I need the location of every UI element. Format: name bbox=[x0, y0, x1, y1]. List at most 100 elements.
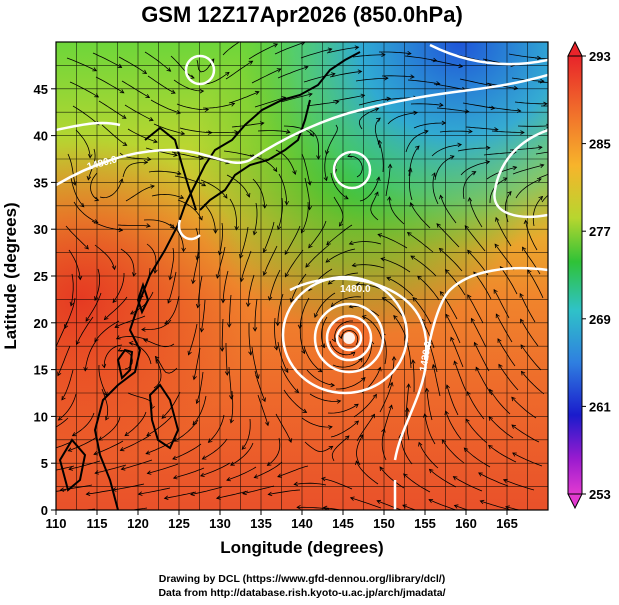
streamline bbox=[169, 247, 175, 280]
streamline bbox=[433, 83, 466, 91]
streamline bbox=[355, 460, 379, 485]
streamline-arrow bbox=[245, 36, 249, 39]
streamline bbox=[254, 97, 286, 108]
streamline-arrow bbox=[201, 455, 207, 460]
streamline bbox=[355, 77, 388, 82]
streamline-arrow bbox=[93, 451, 98, 456]
streamline bbox=[515, 178, 542, 199]
streamline-arrow bbox=[320, 343, 325, 349]
streamline-arrow bbox=[538, 195, 544, 201]
streamline-arrow bbox=[539, 163, 545, 168]
streamline bbox=[75, 129, 91, 158]
streamline-arrow bbox=[273, 43, 279, 48]
streamline bbox=[283, 389, 307, 413]
streamline bbox=[325, 248, 356, 263]
streamline bbox=[153, 123, 185, 135]
streamline bbox=[336, 377, 366, 390]
streamline bbox=[153, 359, 162, 389]
streamline bbox=[321, 316, 328, 348]
streamline bbox=[222, 270, 229, 303]
streamline bbox=[219, 222, 223, 255]
streamline-arrow bbox=[410, 74, 415, 79]
streamline-arrow bbox=[119, 89, 125, 94]
streamline bbox=[202, 438, 228, 460]
streamline-arrow bbox=[355, 282, 361, 287]
streamline bbox=[254, 298, 258, 331]
streamline-arrow bbox=[411, 359, 416, 364]
streamline-arrow bbox=[94, 337, 99, 343]
streamline bbox=[445, 314, 461, 344]
streamline-arrow bbox=[173, 437, 179, 442]
streamline-arrow bbox=[522, 246, 527, 252]
streamline bbox=[202, 103, 235, 109]
streamline bbox=[248, 43, 278, 60]
streamline bbox=[60, 484, 93, 491]
x-axis-label: Longitude (degrees) bbox=[220, 538, 383, 557]
x-tick-label: 150 bbox=[373, 516, 395, 531]
streamline bbox=[144, 51, 171, 72]
streamline bbox=[379, 51, 411, 54]
streamline-arrow bbox=[463, 447, 469, 453]
streamline bbox=[331, 296, 362, 307]
streamline-arrow bbox=[563, 57, 567, 61]
streamline bbox=[430, 59, 463, 67]
streamline-arrow bbox=[220, 298, 226, 304]
streamline-arrow bbox=[146, 470, 152, 475]
streamline-arrow bbox=[94, 296, 99, 301]
streamline bbox=[98, 100, 127, 119]
streamline bbox=[520, 319, 539, 347]
streamline bbox=[512, 452, 543, 467]
streamline bbox=[229, 198, 238, 230]
streamline-arrow bbox=[85, 491, 91, 496]
streamline bbox=[412, 359, 415, 393]
streamline-arrow bbox=[57, 416, 63, 421]
y-tick-label: 35 bbox=[34, 175, 48, 190]
streamline bbox=[466, 391, 485, 420]
streamline bbox=[170, 55, 195, 79]
x-tick-label: 140 bbox=[291, 516, 313, 531]
x-axis-ticks: 110 115 120 125 130 135 140 145 150 155 160 165 bbox=[46, 510, 518, 531]
streamline bbox=[177, 199, 203, 221]
streamline bbox=[269, 269, 281, 301]
streamline-arrow bbox=[449, 155, 455, 160]
streamline bbox=[326, 46, 359, 54]
streamline-arrow bbox=[166, 67, 172, 72]
streamline-arrow bbox=[169, 224, 175, 230]
streamline-arrow bbox=[294, 388, 300, 394]
streamline-arrow bbox=[103, 315, 109, 321]
streamline bbox=[164, 295, 180, 325]
streamline-arrow bbox=[161, 414, 167, 419]
streamline bbox=[73, 201, 98, 223]
streamline-arrow bbox=[94, 196, 100, 202]
streamline bbox=[330, 172, 349, 200]
streamline-arrow bbox=[457, 142, 463, 148]
streamline bbox=[332, 358, 363, 368]
streamline-arrow bbox=[338, 221, 344, 227]
streamline-arrow bbox=[359, 434, 364, 439]
streamline-arrow bbox=[450, 336, 455, 342]
streamline bbox=[410, 202, 431, 229]
streamline bbox=[231, 122, 264, 128]
streamline-arrow bbox=[374, 107, 380, 112]
height-contours bbox=[56, 43, 548, 510]
streamline bbox=[176, 103, 209, 110]
streamline bbox=[299, 321, 305, 354]
colorbar-tick-label: 261 bbox=[589, 399, 611, 414]
streamline bbox=[114, 315, 146, 328]
streamline-arrow bbox=[273, 345, 279, 351]
streamline-arrow bbox=[71, 432, 77, 437]
streamline-arrow bbox=[153, 269, 158, 274]
streamline bbox=[503, 479, 535, 491]
streamline bbox=[379, 466, 405, 489]
streamline-arrow bbox=[387, 196, 392, 201]
streamline bbox=[495, 313, 513, 343]
streamline-arrow bbox=[512, 165, 518, 171]
streamline bbox=[230, 390, 234, 423]
streamline-arrow bbox=[190, 491, 195, 497]
streamline bbox=[95, 464, 127, 474]
streamline bbox=[432, 364, 441, 397]
streamline-arrow bbox=[478, 472, 483, 477]
streamline-arrow bbox=[377, 139, 383, 145]
streamline-arrow bbox=[325, 258, 331, 263]
streamline-arrow bbox=[467, 294, 472, 299]
